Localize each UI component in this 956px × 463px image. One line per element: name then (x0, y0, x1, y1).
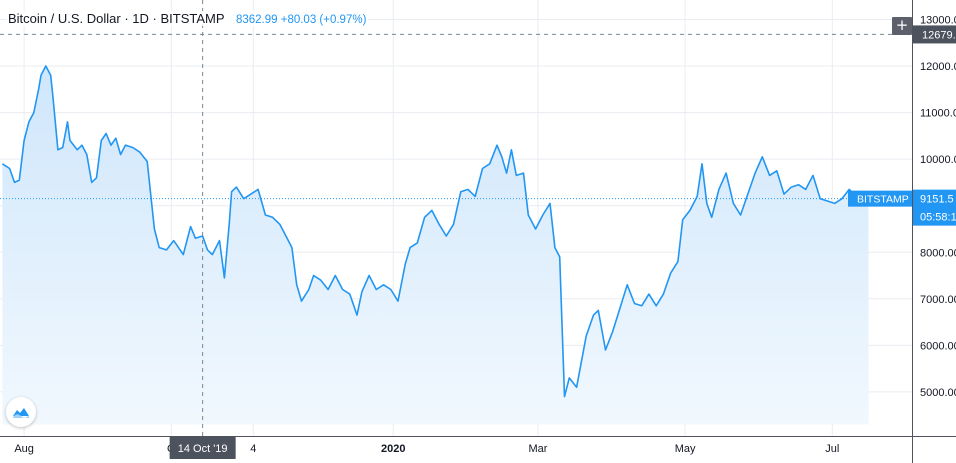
price-tick-label: 7000.00 (920, 294, 956, 306)
svg-text:14 Oct '19: 14 Oct '19 (178, 443, 228, 455)
time-tick-label: May (675, 443, 696, 455)
time-tick-label: 2020 (381, 443, 405, 455)
price-tick-label: 13000.00 (920, 14, 956, 26)
time-axis[interactable]: AugO42020MarMayJul (0, 436, 956, 456)
plus-icon[interactable]: + (892, 17, 912, 35)
time-tick-label: Jul (825, 443, 839, 455)
chart-legend: Bitcoin / U.S. Dollar · 1D · BITSTAMP 83… (6, 11, 369, 26)
price-tick-label: 6000.00 (920, 340, 956, 352)
price-tick-label: 5000.00 (920, 387, 956, 399)
time-tick-label: Mar (528, 443, 547, 455)
last-price-value: 8362.99 (235, 14, 278, 26)
svg-text:9151.5: 9151.5 (920, 194, 954, 206)
crosshair-date-label: 14 Oct '19 (169, 437, 236, 459)
legend-separator: · (124, 11, 129, 26)
price-tick-label: 10000.00 (920, 154, 956, 166)
price-axis[interactable]: 5000.006000.007000.008000.009000.0010000… (912, 0, 956, 463)
svg-text:BITSTAMP: BITSTAMP (857, 194, 909, 206)
price-change-value: +80.03 (+0.97%) (280, 14, 367, 26)
time-tick-label: Aug (14, 443, 34, 455)
time-tick-label: 4 (250, 443, 256, 455)
svg-text:12679.: 12679. (922, 29, 956, 41)
price-area-fill (2, 66, 869, 425)
symbol-title: Bitcoin / U.S. Dollar (8, 11, 121, 26)
price-line (1, 65, 870, 398)
last-price-axis-tag: 9151.5 05:58:1 (913, 189, 956, 226)
exchange-label: BITSTAMP (160, 11, 225, 26)
price-tick-label: 8000.00 (920, 247, 956, 259)
legend-separator: · (152, 11, 157, 26)
svg-text:05:58:1: 05:58:1 (920, 212, 956, 224)
tradingview-logo-icon[interactable] (6, 397, 36, 427)
exchange-price-tag: BITSTAMP (848, 190, 912, 207)
crosshair-price-label: 12679. (913, 25, 956, 44)
price-tick-label: 12000.00 (920, 61, 956, 73)
interval-label: 1D (132, 11, 149, 26)
price-tick-label: 11000.00 (920, 108, 956, 120)
